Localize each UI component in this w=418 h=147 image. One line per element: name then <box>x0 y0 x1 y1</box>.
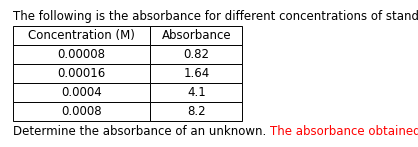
Text: 8.2: 8.2 <box>187 105 206 118</box>
Bar <box>13 26 150 45</box>
Text: Determine the absorbance of an unknown.: Determine the absorbance of an unknown. <box>13 125 270 138</box>
Bar <box>13 45 150 64</box>
Bar <box>150 64 242 83</box>
Bar <box>13 102 150 121</box>
Text: 0.00008: 0.00008 <box>58 48 105 61</box>
Bar <box>13 83 150 102</box>
Text: 0.82: 0.82 <box>184 48 209 61</box>
Bar <box>150 83 242 102</box>
Text: 0.0008: 0.0008 <box>61 105 102 118</box>
Text: The absorbance obtained is 2.2.: The absorbance obtained is 2.2. <box>270 125 418 138</box>
Text: Concentration (M): Concentration (M) <box>28 29 135 42</box>
Text: 4.1: 4.1 <box>187 86 206 99</box>
Text: The following is the absorbance for different concentrations of standards,: The following is the absorbance for diff… <box>13 10 418 23</box>
Bar <box>150 26 242 45</box>
Bar <box>13 64 150 83</box>
Bar <box>150 102 242 121</box>
Bar <box>150 45 242 64</box>
Text: 1.64: 1.64 <box>184 67 209 80</box>
Text: Absorbance: Absorbance <box>162 29 231 42</box>
Text: 0.00016: 0.00016 <box>57 67 106 80</box>
Text: 0.0004: 0.0004 <box>61 86 102 99</box>
